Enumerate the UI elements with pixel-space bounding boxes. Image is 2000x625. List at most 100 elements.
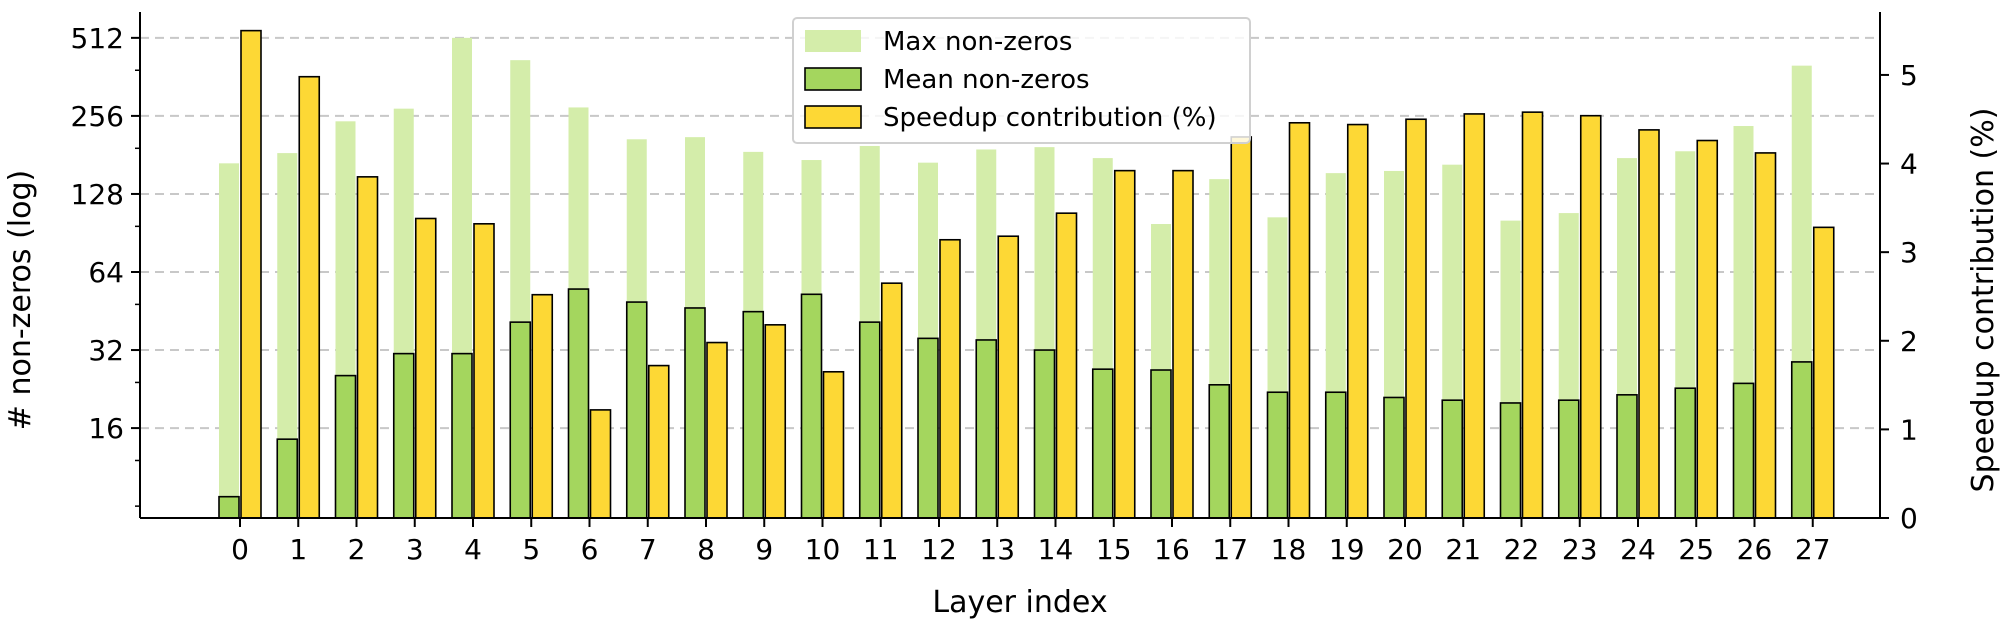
bar-speedup-24 [1638,129,1660,519]
bar-mean-10 [800,293,823,519]
x-tick-label-4: 4 [464,533,482,566]
x-tick-label-10: 10 [805,533,841,566]
legend-label-1: Mean non-zeros [883,65,1090,95]
bar-mean-18 [1266,391,1289,519]
x-tick-label-8: 8 [697,533,715,566]
x-tick-label-7: 7 [639,533,657,566]
y2-tick-label-1: 1 [1900,413,1918,446]
bar-mean-24 [1616,394,1638,519]
bar-speedup-15 [1113,169,1136,519]
bar-mean-7 [625,301,648,519]
bar-mean-5 [509,321,532,519]
bar-speedup-4 [473,223,495,519]
bar-mean-16 [1150,369,1172,519]
bar-speedup-3 [414,217,437,519]
x-tick-label-23: 23 [1562,533,1598,566]
x-tick-label-25: 25 [1678,533,1714,566]
y-tick-label-512: 512 [71,22,124,55]
bar-speedup-23 [1579,114,1602,519]
legend-box [792,17,1251,144]
legend-swatch-0 [805,30,861,52]
y2-tick-label-5: 5 [1900,59,1918,92]
bar-mean-15 [1091,368,1114,519]
y2-tick-label-0: 0 [1900,502,1918,535]
bar-mean-12 [917,337,939,519]
bar-speedup-25 [1696,139,1719,519]
y-tick-label-32: 32 [88,334,124,367]
bar-mean-26 [1732,382,1755,519]
x-tick-label-19: 19 [1329,533,1365,566]
bar-mean-2 [334,374,357,519]
bar-speedup-8 [706,341,728,519]
x-tick-label-17: 17 [1212,533,1248,566]
bar-speedup-14 [1055,212,1078,519]
bar-mean-4 [451,352,473,519]
y2-tick-label-2: 2 [1900,325,1918,358]
y-tick-label-16: 16 [88,412,124,445]
bar-mean-19 [1324,391,1347,519]
bar-mean-25 [1674,387,1697,519]
bar-mean-1 [276,438,299,519]
x-tick-label-22: 22 [1504,533,1540,566]
bar-mean-13 [975,339,998,519]
bar-mean-6 [567,288,590,519]
bar-mean-14 [1033,349,1056,519]
bar-max-0 [219,163,239,518]
bar-speedup-12 [939,238,961,519]
bar-speedup-16 [1172,169,1194,519]
bar-speedup-2 [356,176,379,519]
bar-mean-27 [1790,361,1813,519]
legend-label-2: Speedup contribution (%) [883,103,1217,133]
x-tick-label-14: 14 [1038,533,1074,566]
bar-speedup-19 [1346,123,1369,519]
bar-speedup-13 [997,235,1020,519]
y2-tick-label-4: 4 [1900,148,1918,181]
x-tick-label-11: 11 [863,533,899,566]
y2-tick-label-3: 3 [1900,236,1918,269]
bar-speedup-18 [1288,121,1311,519]
x-axis-title: Layer index [932,585,1107,620]
bar-speedup-10 [822,370,845,519]
x-tick-label-1: 1 [289,533,307,566]
bar-speedup-20 [1405,118,1427,519]
x-tick-label-6: 6 [581,533,599,566]
y-tick-label-256: 256 [71,100,124,133]
x-tick-label-18: 18 [1271,533,1307,566]
bar-speedup-6 [589,409,612,519]
x-tick-label-5: 5 [522,533,540,566]
bar-mean-3 [392,352,415,519]
x-tick-label-26: 26 [1737,533,1773,566]
bar-mean-23 [1557,399,1580,519]
legend-swatch-1 [804,67,862,91]
x-tick-label-2: 2 [348,533,366,566]
bar-speedup-0 [240,29,262,519]
bar-mean-11 [858,321,881,519]
x-tick-label-3: 3 [406,533,424,566]
x-tick-label-9: 9 [755,533,773,566]
x-tick-label-20: 20 [1387,533,1423,566]
y-tick-label-64: 64 [88,256,124,289]
bar-speedup-9 [764,324,787,519]
bar-mean-8 [684,307,706,519]
bar-speedup-17 [1230,136,1253,519]
y-tick-label-128: 128 [71,178,124,211]
x-tick-label-12: 12 [921,533,957,566]
bar-mean-20 [1383,396,1405,519]
y2-axis-title: Speedup contribution (%) [1966,108,2000,493]
x-tick-label-21: 21 [1445,533,1481,566]
bar-mean-22 [1499,402,1522,519]
bar-speedup-11 [880,282,903,519]
x-tick-label-13: 13 [979,533,1015,566]
bar-speedup-21 [1463,113,1486,519]
x-tick-label-27: 27 [1795,533,1831,566]
bar-mean-21 [1441,399,1464,519]
bars [218,29,1835,519]
legend-label-0: Max non-zeros [883,27,1072,57]
bar-mean-17 [1208,384,1231,519]
x-tick-label-24: 24 [1620,533,1656,566]
legend: Max non-zeros Mean non-zeros Speedup contr… [792,17,1251,144]
bar-speedup-1 [298,75,321,519]
bar-mean-9 [742,310,765,519]
bar-max-1 [277,153,298,518]
